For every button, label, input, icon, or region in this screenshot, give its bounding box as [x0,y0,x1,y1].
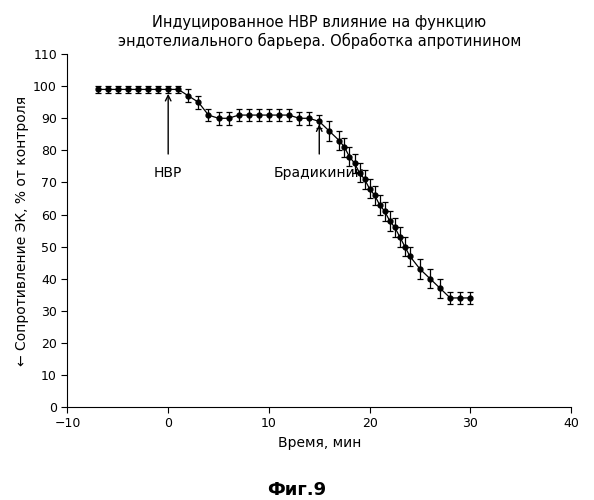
Text: НВР: НВР [154,166,182,180]
Text: Фиг.9: Фиг.9 [267,481,327,499]
Title: Индуцированное НВР влияние на функцию
эндотелиального барьера. Обработка апротин: Индуцированное НВР влияние на функцию эн… [118,15,521,49]
Text: Брадикинин: Брадикинин [274,166,365,180]
X-axis label: Время, мин: Время, мин [277,436,361,450]
Y-axis label: ← Сопротивление ЭК, % от контроля: ← Сопротивление ЭК, % от контроля [15,96,29,366]
